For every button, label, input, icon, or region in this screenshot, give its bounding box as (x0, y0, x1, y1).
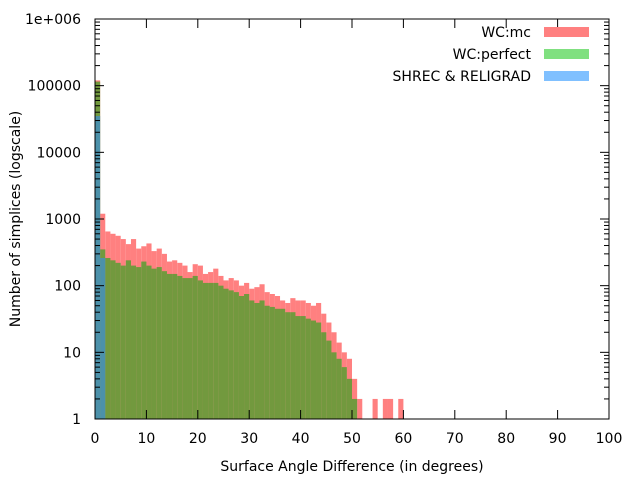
bar-wc-perfect-46 (331, 352, 337, 419)
x-tick-label: 80 (497, 431, 515, 447)
bar-wc-perfect-3 (110, 260, 116, 419)
bar-wc-perfect-4 (115, 262, 121, 419)
bar-wc-perfect-32 (259, 300, 265, 419)
y-tick-label: 1 (72, 412, 81, 428)
bar-wc-mc-56 (382, 398, 388, 419)
bar-wc-perfect-48 (341, 367, 347, 419)
ticks-layer: 0 10 20 30 40 50 60 70 80 90 100110100100010000100… (25, 12, 622, 447)
bar-wc-perfect-15 (172, 273, 178, 419)
y-tick-label: 1e+006 (25, 12, 81, 28)
bar-wc-perfect-31 (254, 302, 260, 419)
bar-wc-perfect-38 (290, 312, 296, 419)
bar-shrec-religrad-1 (100, 258, 106, 419)
bar-wc-perfect-16 (177, 275, 183, 419)
x-tick-label: 40 (292, 431, 310, 447)
bar-wc-perfect-42 (310, 320, 317, 419)
bar-wc-perfect-24 (218, 285, 224, 419)
bar-wc-perfect-7 (130, 265, 137, 419)
bar-wc-perfect-8 (136, 267, 142, 419)
x-tick-label: 60 (394, 431, 412, 447)
bar-wc-perfect-18 (187, 278, 193, 419)
bar-shrec-religrad-0 (95, 116, 101, 419)
x-tick-label: 10 (137, 431, 155, 447)
bar-wc-mc-51 (357, 398, 363, 419)
bar-wc-perfect-34 (269, 306, 275, 419)
legend-swatch (544, 27, 589, 37)
x-tick-label: 70 (446, 431, 464, 447)
bar-wc-perfect-41 (305, 318, 311, 419)
y-tick-label: 10000 (36, 145, 81, 161)
bar-wc-perfect-26 (228, 290, 234, 419)
legend-swatch (544, 71, 589, 81)
x-tick-label: 30 (240, 431, 258, 447)
bar-wc-perfect-9 (141, 261, 147, 419)
bar-wc-perfect-49 (346, 378, 352, 419)
x-tick-label: 90 (549, 431, 567, 447)
y-tick-label: 100 (54, 279, 81, 295)
legend-label: WC:perfect (453, 47, 532, 63)
bar-wc-perfect-5 (120, 265, 126, 419)
bar-wc-perfect-35 (274, 308, 281, 419)
bar-wc-perfect-43 (316, 322, 322, 419)
bar-wc-perfect-30 (249, 300, 255, 419)
bar-wc-perfect-50 (352, 398, 358, 419)
bar-wc-perfect-10 (146, 265, 152, 419)
bars-layer (95, 80, 404, 420)
bar-wc-perfect-23 (213, 282, 219, 419)
x-axis-label: Surface Angle Difference (in degrees) (220, 459, 483, 475)
bar-wc-perfect-28 (238, 295, 245, 419)
x-tick-label: 0 (91, 431, 100, 447)
bar-wc-perfect-19 (192, 275, 198, 419)
bar-wc-perfect-39 (295, 316, 301, 419)
bar-wc-perfect-13 (161, 271, 167, 419)
bar-wc-perfect-27 (233, 292, 239, 419)
x-tick-label: 20 (189, 431, 207, 447)
bar-wc-perfect-20 (197, 280, 203, 419)
bar-wc-perfect-33 (264, 305, 270, 419)
bar-wc-perfect-22 (208, 282, 214, 419)
bar-wc-perfect-44 (321, 332, 327, 419)
legend-swatch (544, 49, 589, 59)
bar-wc-perfect-14 (166, 273, 173, 419)
bar-wc-perfect-6 (125, 260, 131, 419)
bar-wc-perfect-47 (336, 358, 342, 419)
bar-wc-perfect-12 (156, 267, 162, 419)
legend-label: WC:mc (481, 25, 531, 41)
bar-wc-mc-57 (387, 398, 394, 419)
legend: WC:mc WC:perfect SHREC & RELIGRAD (393, 25, 589, 85)
bar-wc-mc-54 (372, 398, 378, 419)
y-tick-label: 1000 (45, 212, 81, 228)
bar-wc-mc-59 (398, 398, 404, 419)
x-tick-label: 100 (596, 431, 623, 447)
bar-wc-perfect-29 (244, 294, 250, 419)
y-axis-label: Number of simplices (logscale) (8, 111, 24, 328)
legend-label: SHREC & RELIGRAD (393, 69, 531, 85)
y-tick-label: 10 (63, 345, 81, 361)
bar-wc-perfect-45 (326, 340, 332, 419)
bar-wc-perfect-2 (105, 258, 111, 419)
bar-wc-perfect-36 (280, 308, 286, 419)
plot-frame (94, 18, 610, 420)
bar-wc-perfect-25 (223, 288, 229, 419)
bar-wc-perfect-40 (300, 316, 306, 419)
x-tick-label: 50 (343, 431, 361, 447)
y-tick-label: 100000 (28, 79, 81, 95)
bar-wc-perfect-17 (182, 278, 188, 419)
bar-wc-perfect-21 (202, 282, 209, 419)
bar-wc-perfect-37 (285, 312, 291, 419)
bar-wc-perfect-11 (151, 268, 157, 419)
